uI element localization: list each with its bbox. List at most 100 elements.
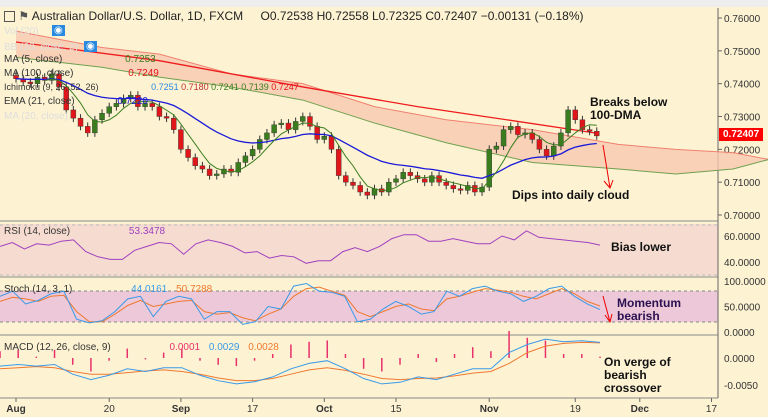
- legend-vol[interactable]: Vol (20): [4, 26, 39, 37]
- legend-macd[interactable]: MACD (12, 26, close, 9) 0.0001 0.0029 0.…: [4, 342, 279, 353]
- stoch-tick-label: 100.0000: [724, 277, 766, 288]
- cloud-span-b: [15, 56, 768, 175]
- annotation-verge: On verge of bearish crossover: [604, 355, 671, 395]
- candle: [278, 122, 284, 125]
- candle: [300, 116, 306, 122]
- eye-icon[interactable]: ◉: [84, 41, 97, 52]
- candle: [565, 109, 571, 134]
- rsi-panel: [0, 224, 718, 276]
- x-tick-label: Aug: [6, 404, 25, 415]
- rsi-tick-label: 60.0000: [724, 232, 761, 243]
- candle: [242, 155, 249, 163]
- candle: [314, 126, 320, 140]
- stoch-k-line: [0, 283, 601, 325]
- stoch-tick-label: 0.0000: [724, 328, 755, 339]
- candle: [479, 186, 485, 193]
- x-tick-label: 17: [706, 404, 718, 415]
- legend-ma100[interactable]: MA (100, close) 0.7249: [4, 68, 159, 79]
- candle: [214, 173, 220, 176]
- candle: [400, 172, 406, 180]
- price-tick-label: 0.74000: [724, 80, 761, 91]
- candle: [156, 106, 163, 117]
- candle: [99, 113, 105, 120]
- x-tick-label: 20: [104, 404, 116, 415]
- price-tick-label: 0.73000: [724, 113, 761, 124]
- x-tick-label: Oct: [316, 404, 333, 415]
- stoch-tick-label: 50.0000: [724, 303, 761, 314]
- x-tick-label: Dec: [631, 404, 650, 415]
- candle: [350, 181, 356, 186]
- price-tick-label: 0.72000: [724, 145, 761, 156]
- candle: [457, 188, 464, 191]
- candle: [465, 185, 471, 191]
- candle: [486, 149, 492, 188]
- price-tick-label: 0.71000: [724, 178, 761, 189]
- candle: [328, 135, 335, 150]
- rsi-line: [0, 230, 601, 264]
- macd-tick-label: 0.0000: [724, 354, 755, 365]
- candle: [34, 76, 41, 84]
- candle: [257, 139, 263, 150]
- candle: [572, 109, 578, 120]
- candle: [13, 75, 19, 79]
- candle: [386, 181, 392, 193]
- legend-rsi[interactable]: RSI (14, close) 53.3478: [4, 226, 166, 237]
- candle: [77, 117, 84, 127]
- candle: [450, 185, 457, 189]
- candle: [335, 149, 342, 176]
- annotation-bias: Bias lower: [611, 240, 672, 254]
- legend-stoch[interactable]: Stoch (14, 3, 1) 44.0161 50.7288: [4, 284, 213, 295]
- legend-ma20[interactable]: MA (20, close): [4, 111, 68, 122]
- candle: [63, 86, 69, 111]
- ohlc-close: C0.72407: [425, 9, 478, 23]
- candle: [558, 132, 564, 147]
- macd-line: [0, 338, 601, 385]
- candle: [393, 178, 399, 183]
- arrow-down-icon: [602, 144, 614, 189]
- legend-ema21[interactable]: EMA (21, close) 0.7220: [4, 96, 148, 107]
- x-tick-label: Sep: [172, 404, 190, 415]
- x-tick-label: 17: [247, 404, 259, 415]
- top-bar: [0, 0, 768, 7]
- candle: [594, 131, 600, 137]
- candle: [171, 117, 177, 130]
- last-price-badge: 0.72407: [719, 128, 764, 141]
- x-tick-label: Nov: [480, 404, 499, 415]
- legend-bb[interactable]: BB (20, close, 2): [4, 42, 78, 53]
- candle: [249, 149, 256, 157]
- candle: [149, 103, 155, 107]
- candle: [543, 149, 550, 157]
- candle: [443, 181, 449, 186]
- candle: [536, 139, 543, 150]
- rsi-tick-label: 40.0000: [724, 258, 761, 269]
- annotation-breaks: Breaks below 100-DMA: [590, 95, 668, 122]
- annotation-dips: Dips into daily cloud: [512, 188, 630, 202]
- price-tick-label: 0.75000: [724, 47, 761, 58]
- candle: [235, 162, 241, 173]
- collapse-icon[interactable]: [4, 11, 15, 23]
- x-tick-label: 19: [570, 404, 582, 415]
- candle: [185, 149, 191, 158]
- candle: [586, 129, 593, 132]
- legend-ma5[interactable]: MA (5, close) 0.7253: [4, 54, 156, 65]
- candle: [84, 126, 91, 134]
- candle: [429, 175, 435, 183]
- legend-ichimoku[interactable]: Ichimoku (9, 26, 52, 26) 0.7251 0.7180 0…: [4, 82, 299, 92]
- symbol-title[interactable]: Australian Dollar/U.S. Dollar, 1D, FXCM: [31, 9, 244, 23]
- candle: [142, 103, 148, 107]
- candle: [199, 165, 206, 170]
- candle: [500, 129, 507, 147]
- ma100-line: [15, 41, 597, 134]
- ohlc-open: O0.72538: [260, 9, 314, 23]
- candle: [515, 126, 521, 135]
- eye-icon[interactable]: ◉: [52, 25, 65, 36]
- candle: [163, 116, 170, 119]
- stoch-d-line: [0, 286, 601, 323]
- candle: [192, 157, 198, 166]
- ohlc-low: L0.72325: [371, 9, 423, 23]
- macd-tick-label: -0.0050: [724, 381, 758, 392]
- ohlc-change: −0.00131 (−0.18%): [480, 9, 584, 23]
- candle: [508, 126, 514, 130]
